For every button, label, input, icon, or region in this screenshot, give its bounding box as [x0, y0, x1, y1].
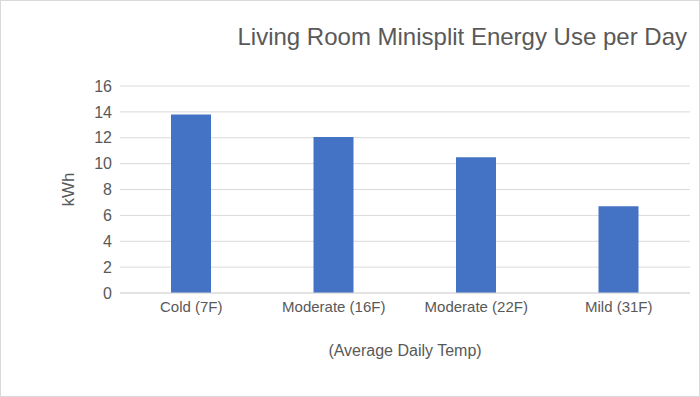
svg-text:0: 0	[103, 285, 112, 302]
svg-text:16: 16	[94, 78, 112, 95]
svg-text:(Average Daily Temp): (Average Daily Temp)	[328, 342, 481, 359]
svg-text:Cold (7F): Cold (7F)	[160, 298, 223, 315]
svg-text:kWh: kWh	[59, 173, 78, 207]
svg-text:6: 6	[103, 207, 112, 224]
svg-text:8: 8	[103, 181, 112, 198]
svg-text:12: 12	[94, 129, 112, 146]
html-text:Living Room Minisplit Energy U: Living Room Minisplit Energy Use per Day	[237, 23, 687, 50]
svg-text:4: 4	[103, 233, 112, 250]
svg-text:14: 14	[94, 104, 112, 121]
svg-text:Moderate (22F): Moderate (22F)	[425, 298, 528, 315]
svg-text:Moderate (16F): Moderate (16F)	[282, 298, 385, 315]
svg-text:Mild (31F): Mild (31F)	[585, 298, 653, 315]
svg-text:2: 2	[103, 259, 112, 276]
svg-text:10: 10	[94, 155, 112, 172]
